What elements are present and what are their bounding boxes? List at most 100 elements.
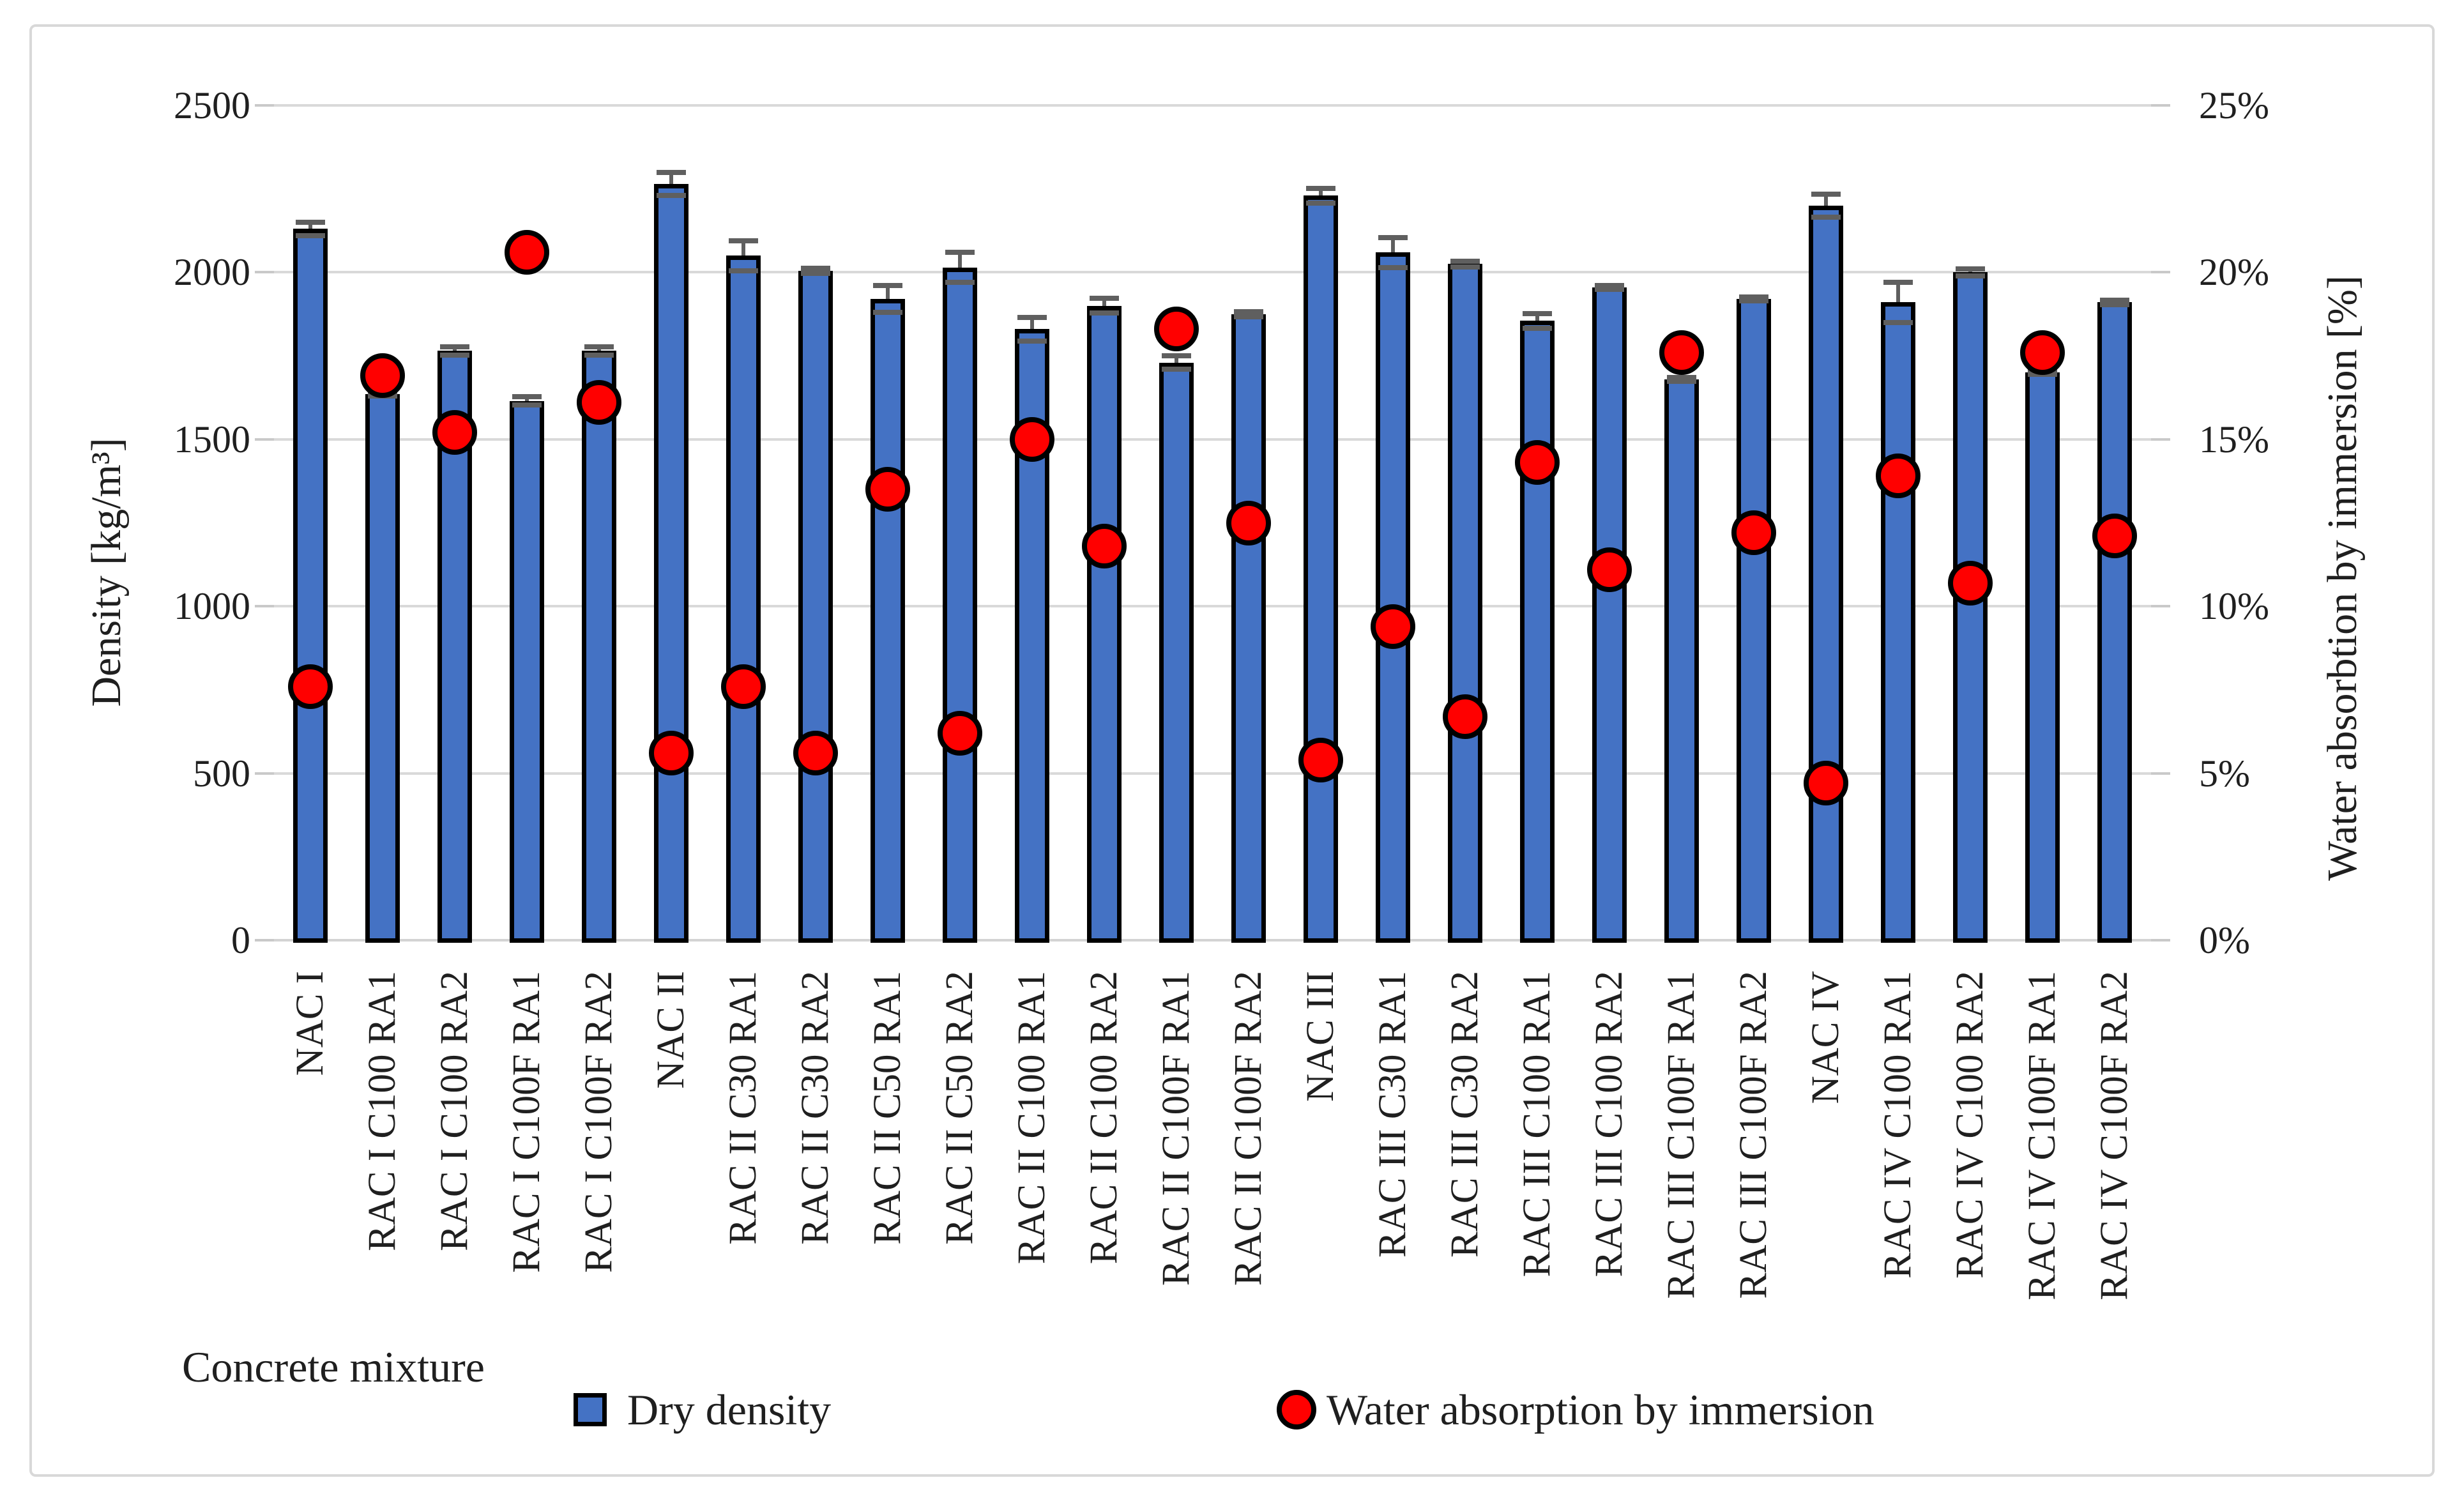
- right-axis-tick: [2151, 271, 2170, 274]
- x-axis-tick-label: RAC I C100F RA2: [577, 971, 620, 1273]
- bar: [1809, 205, 1844, 943]
- error-bar-cap-lower: [1883, 319, 1913, 325]
- error-bar-cap-upper: [1883, 280, 1913, 286]
- bar: [1953, 272, 1988, 943]
- bar: [2097, 302, 2133, 943]
- right-axis-tick: [2151, 438, 2170, 441]
- right-axis-tick-label: 20%: [2199, 251, 2269, 294]
- right-axis-tick: [2151, 939, 2170, 941]
- bar: [942, 267, 977, 943]
- data-point: [576, 380, 621, 425]
- right-axis-tick: [2151, 772, 2170, 775]
- error-bar-whisker: [1824, 194, 1829, 206]
- error-bar-cap-upper: [512, 394, 542, 400]
- error-bar-cap-lower: [1306, 200, 1336, 206]
- x-axis-title: Concrete mixture: [182, 1343, 485, 1391]
- error-bar-whisker: [1174, 356, 1178, 363]
- data-point: [1153, 307, 1199, 352]
- left-axis-tick-label: 1500: [174, 418, 250, 461]
- error-bar-cap-upper: [1450, 259, 1480, 264]
- x-axis-tick-label: RAC IV C100 RA1: [1876, 971, 1920, 1279]
- right-axis-tick-label: 0%: [2199, 919, 2250, 961]
- data-point: [432, 410, 477, 455]
- error-bar-cap-lower: [1811, 215, 1841, 220]
- bar: [1376, 252, 1411, 943]
- data-point: [2020, 330, 2065, 375]
- right-axis-tick-label: 5%: [2199, 752, 2250, 795]
- left-axis-tick-label: 1000: [174, 585, 250, 628]
- error-bar-cap-upper: [1523, 310, 1553, 316]
- right-axis-tick: [2151, 605, 2170, 608]
- x-axis-tick-label: RAC I C100 RA1: [360, 971, 404, 1251]
- right-axis-tick: [2151, 104, 2170, 107]
- left-axis-tick: [255, 939, 274, 941]
- data-point: [865, 467, 910, 512]
- bar: [1592, 287, 1627, 943]
- left-axis-tick-label: 2000: [174, 251, 250, 294]
- x-axis-tick-label: RAC III C100F RA1: [1660, 971, 1703, 1299]
- error-bar-whisker: [1535, 313, 1540, 321]
- gridline: [274, 605, 2151, 608]
- x-axis-tick-label: NAC IV: [1804, 971, 1848, 1104]
- bar: [509, 400, 544, 943]
- data-point: [360, 353, 405, 399]
- x-axis-tick-label: RAC I C100 RA2: [432, 971, 476, 1251]
- x-axis-tick-label: RAC I C100F RA1: [505, 971, 548, 1273]
- error-bar-whisker: [1102, 298, 1106, 306]
- data-point: [648, 731, 694, 776]
- data-point: [1443, 694, 1488, 739]
- error-bar-whisker: [957, 252, 962, 268]
- left-axis-title: Density [kg/m³]: [83, 438, 130, 707]
- legend-dry-density-label: Dry density: [627, 1385, 832, 1434]
- bar: [726, 255, 761, 943]
- error-bar-cap-lower: [1450, 264, 1480, 270]
- legend-water-absorption-label: Water absorption by immersion: [1327, 1385, 1875, 1434]
- data-point: [504, 230, 549, 275]
- error-bar-cap-lower: [872, 310, 902, 316]
- left-axis-tick: [255, 271, 274, 274]
- x-axis-tick-label: RAC II C100 RA2: [1082, 971, 1125, 1265]
- error-bar-cap-lower: [1089, 310, 1119, 316]
- error-bar-cap-lower: [945, 280, 975, 286]
- error-bar-cap-lower: [1956, 273, 1986, 278]
- data-point: [793, 731, 838, 776]
- error-bar-cap-upper: [1739, 294, 1769, 300]
- data-point: [1948, 560, 1993, 606]
- error-bar-whisker: [885, 286, 890, 300]
- gridline: [274, 772, 2151, 775]
- bar: [1159, 362, 1194, 943]
- data-point: [1659, 330, 1705, 375]
- error-bar-whisker: [1319, 188, 1323, 196]
- left-axis-tick-label: 500: [193, 752, 250, 795]
- bar: [365, 394, 400, 943]
- x-axis-tick-label: RAC II C100F RA2: [1227, 971, 1270, 1286]
- error-bar-whisker: [669, 172, 673, 184]
- error-bar-cap-lower: [2100, 301, 2130, 307]
- left-axis-tick: [255, 772, 274, 775]
- error-bar-cap-upper: [1089, 296, 1119, 301]
- error-bar-cap-lower: [1739, 298, 1769, 304]
- error-bar-cap-upper: [295, 219, 325, 225]
- error-bar-whisker: [1896, 282, 1901, 303]
- left-axis-tick-label: 2500: [174, 84, 250, 126]
- x-axis-tick-label: RAC II C100 RA1: [1010, 971, 1053, 1265]
- error-bar-cap-upper: [1161, 353, 1191, 359]
- error-bar-whisker: [1391, 237, 1396, 253]
- data-point: [720, 664, 766, 709]
- error-bar-cap-lower: [1595, 287, 1625, 293]
- error-bar-whisker: [1030, 317, 1034, 330]
- bar: [1304, 195, 1339, 943]
- bar: [1231, 314, 1266, 943]
- error-bar-whisker: [308, 222, 312, 229]
- data-point: [1009, 416, 1054, 462]
- data-point: [1298, 737, 1344, 782]
- data-point: [287, 664, 333, 709]
- data-point: [1081, 524, 1127, 569]
- figure-border: [29, 24, 2435, 1477]
- bar: [870, 299, 905, 943]
- gridline: [274, 104, 2151, 107]
- data-point: [1371, 604, 1416, 649]
- bar: [293, 229, 328, 943]
- error-bar-cap-upper: [1306, 185, 1336, 191]
- x-axis-tick-label: RAC II C30 RA1: [721, 971, 764, 1245]
